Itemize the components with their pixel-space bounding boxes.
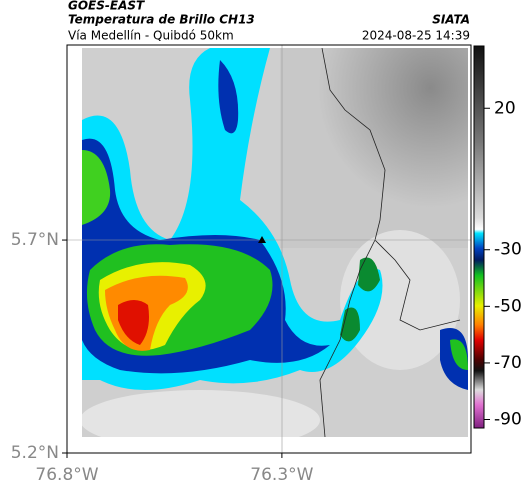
colorbar-tick-label: -90 bbox=[494, 410, 522, 430]
x-tick-label: 76.8°W bbox=[35, 465, 98, 485]
y-tick-label: 5.7°N bbox=[11, 230, 59, 250]
colorbar-tick-label: -30 bbox=[494, 240, 522, 260]
satellite-image bbox=[82, 48, 468, 437]
map-frame bbox=[66, 44, 472, 454]
product: Temperatura de Brillo CH13 bbox=[68, 13, 255, 27]
source: GOES-EAST bbox=[68, 0, 145, 13]
x-tick-label: 76.3°W bbox=[250, 465, 313, 485]
colorbar-tick-label: 20 bbox=[494, 98, 516, 118]
station-marker bbox=[258, 236, 266, 243]
timestamp: 2024-08-25 14:39 bbox=[362, 29, 470, 43]
brand: SIATA bbox=[432, 13, 470, 27]
colorbar-tick-label: -70 bbox=[494, 353, 522, 373]
y-tick-label: 5.2°N bbox=[11, 443, 59, 463]
colorbar bbox=[473, 45, 485, 429]
colorbar-tick-label: -50 bbox=[494, 296, 522, 316]
route: Vía Medellín - Quibdó 50km bbox=[68, 29, 234, 43]
